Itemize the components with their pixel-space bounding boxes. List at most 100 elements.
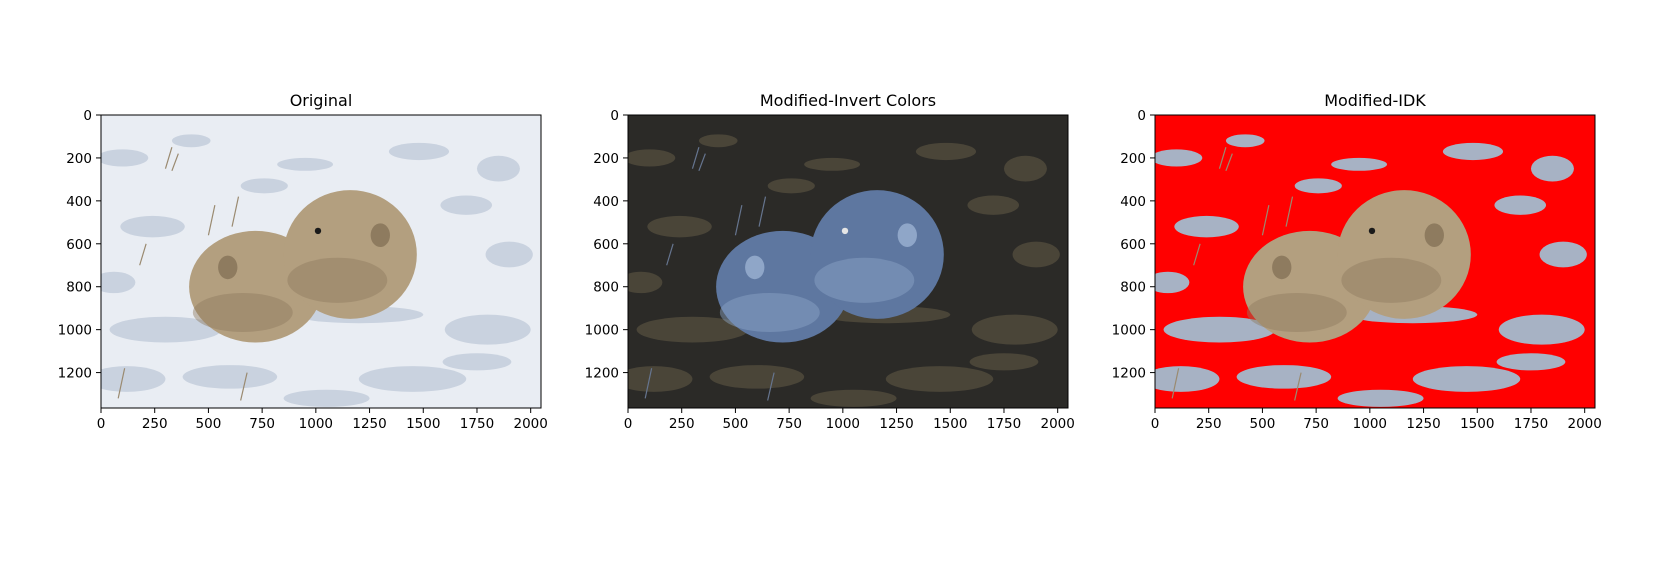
animal-body <box>810 190 944 319</box>
eye-icon <box>1368 227 1376 235</box>
snow-patch <box>1337 389 1424 407</box>
y-tick-label: 400 <box>66 194 92 210</box>
snow-patch <box>442 353 512 371</box>
snow-patch <box>240 178 288 194</box>
snow-patch <box>476 155 520 182</box>
snow-patch <box>182 365 278 389</box>
grass-strand <box>758 196 767 227</box>
snow-patch <box>647 215 712 238</box>
animal-shade <box>719 292 820 333</box>
snow-patch <box>628 366 693 392</box>
snow-patch <box>915 142 977 161</box>
snow-patch <box>1155 271 1190 294</box>
grass-strand <box>1218 147 1227 169</box>
snow-patch <box>109 316 222 343</box>
snow-patch <box>101 271 136 294</box>
snow-patch <box>971 314 1058 345</box>
x-tick-label: 250 <box>1196 416 1222 432</box>
snow-patch <box>767 178 815 194</box>
ear-icon <box>1424 223 1444 248</box>
snow-patch <box>885 366 994 392</box>
ear-icon <box>1272 255 1292 280</box>
snow-patch <box>101 149 149 167</box>
animal-shade <box>814 257 915 303</box>
x-tick-label: 1250 <box>879 416 913 432</box>
snow-patch <box>485 241 533 268</box>
x-tick-label: 250 <box>669 416 695 432</box>
y-tick-label: 600 <box>593 237 619 253</box>
x-tick-label: 1000 <box>299 416 333 432</box>
x-tick-label: 1750 <box>987 416 1021 432</box>
x-tick-label: 750 <box>249 416 275 432</box>
animal-body <box>283 190 417 319</box>
y-tick-label: 800 <box>1120 280 1146 296</box>
axes-frame <box>1154 114 1596 409</box>
ear-icon <box>370 223 390 248</box>
y-tick-label: 200 <box>593 151 619 167</box>
grass-strand <box>1193 243 1201 266</box>
image-area <box>101 115 541 408</box>
snow-patch <box>1294 178 1342 194</box>
snow-patch <box>444 314 531 345</box>
grass-strand <box>1294 372 1302 401</box>
grass-strand <box>1261 205 1270 236</box>
snow-patch <box>388 142 450 161</box>
snow-patch <box>969 353 1039 371</box>
y-tick-label: 1000 <box>585 323 619 339</box>
x-tick-label: 1500 <box>1460 416 1494 432</box>
snow-patch <box>358 366 467 392</box>
panel-1: Original 0 250 500 750 1000 1250 1500 1750 2000 0 2… <box>58 91 548 432</box>
x-tick-label: 2000 <box>1041 416 1075 432</box>
x-tick-label: 1750 <box>460 416 494 432</box>
snow-patch <box>810 389 897 407</box>
y-tick-label: 800 <box>66 280 92 296</box>
animal-right <box>283 190 417 319</box>
y-tick-label: 0 <box>610 108 619 124</box>
grass-strand <box>164 147 173 169</box>
x-tick-label: 2000 <box>514 416 548 432</box>
x-tick-label: 0 <box>1151 416 1160 432</box>
grass-strand <box>231 196 240 227</box>
grass-strand <box>1171 368 1180 399</box>
ear-icon <box>218 255 238 280</box>
snow-patch <box>120 215 185 238</box>
snow-patch <box>101 366 166 392</box>
grass-strand <box>1225 153 1233 172</box>
snow-patch <box>1498 314 1585 345</box>
grass-strand <box>666 243 674 266</box>
grass-strand <box>207 205 216 236</box>
snow-patch <box>1012 241 1060 268</box>
grass-strand <box>767 372 775 401</box>
x-tick-label: 1500 <box>406 416 440 432</box>
animal-shade <box>1341 257 1442 303</box>
image-area <box>628 115 1068 408</box>
snow-patch <box>1539 241 1587 268</box>
snow-patch <box>171 134 211 148</box>
snow-patch <box>1494 195 1547 215</box>
snow-patch <box>698 134 738 148</box>
snow-patch <box>1530 155 1574 182</box>
snow-patch <box>636 316 749 343</box>
y-tick-label: 200 <box>1120 151 1146 167</box>
panel-3: Modified-IDK 0 250 500 750 1000 1250 1500 1750 20… <box>1112 91 1602 432</box>
x-tick-label: 500 <box>1250 416 1276 432</box>
snow-patch <box>1225 134 1265 148</box>
snow-patch <box>709 365 805 389</box>
ear-icon <box>897 223 917 248</box>
x-tick-label: 2000 <box>1568 416 1602 432</box>
axes-frame <box>100 114 542 409</box>
snow-patch <box>967 195 1020 215</box>
snow-patch <box>1163 316 1276 343</box>
x-tick-label: 1250 <box>352 416 386 432</box>
x-tick-label: 750 <box>1303 416 1329 432</box>
grass-strand <box>644 368 653 399</box>
x-tick-label: 500 <box>196 416 222 432</box>
y-tick-label: 1200 <box>58 366 92 382</box>
grass-strand <box>139 243 147 266</box>
snow-patch <box>1236 365 1332 389</box>
snow-patch <box>1155 366 1220 392</box>
panel-title: Original <box>290 91 353 110</box>
x-tick-label: 500 <box>723 416 749 432</box>
panel-2: Modified-Invert Colors 0 250 500 750 1000 1250… <box>585 91 1075 432</box>
